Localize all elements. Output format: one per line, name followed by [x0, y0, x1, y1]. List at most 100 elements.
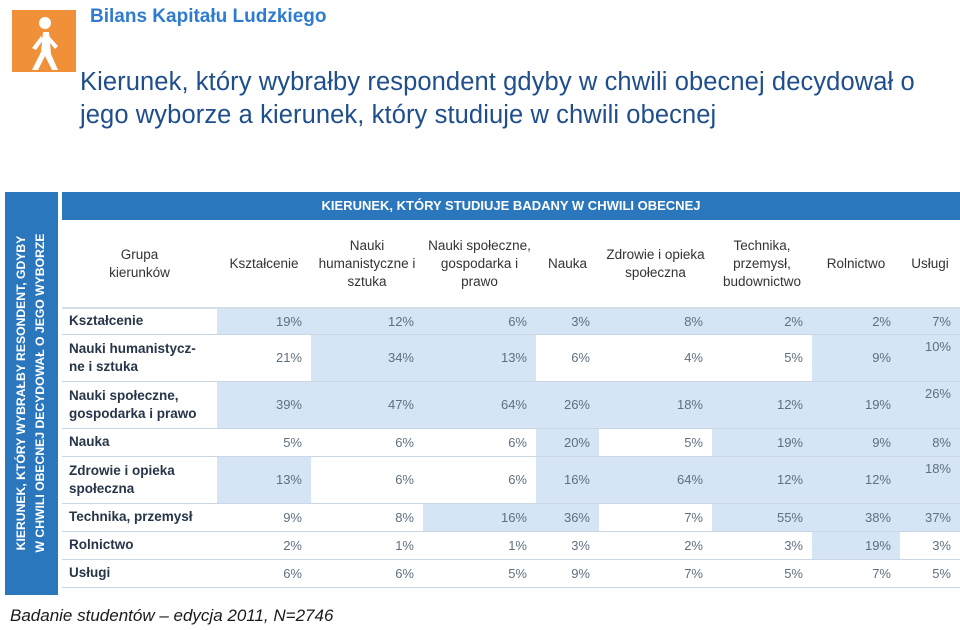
- column-header: Kształcenie: [217, 220, 311, 309]
- table-cell: 3%: [536, 308, 599, 335]
- table-cell: 8%: [599, 308, 712, 335]
- table-cell: 2%: [812, 308, 900, 335]
- table-cell: 3%: [536, 531, 599, 560]
- table-cell: 8%: [900, 428, 960, 457]
- page-title: Kierunek, który wybrałby respondent gdyb…: [80, 68, 915, 129]
- column-header: Nauka: [536, 220, 599, 309]
- cross-table: KIERUNEK, KTÓRY WYBRAŁBY RESONDENT, GDYB…: [5, 192, 960, 595]
- footer-note: Badanie studentów – edycja 2011, N=2746: [10, 606, 334, 625]
- side-header: KIERUNEK, KTÓRY WYBRAŁBY RESONDENT, GDYB…: [5, 192, 58, 595]
- table-cell: 5%: [712, 334, 812, 382]
- table-row: Technika, przemysł 9% 8% 16% 36% 7% 55% …: [62, 503, 960, 532]
- top-header-text: KIERUNEK, KTÓRY STUDIUJE BADANY W CHWILI…: [321, 198, 701, 213]
- row-label: Technika, przemysł: [62, 503, 217, 532]
- table-cell: 10%: [900, 334, 960, 382]
- column-header: Nauki humanistyczne i sztuka: [311, 220, 423, 309]
- table-cell: 13%: [217, 456, 311, 504]
- table-cell: 64%: [599, 456, 712, 504]
- table-cell: 64%: [423, 381, 536, 429]
- table-cell: 18%: [599, 381, 712, 429]
- table-cell: 1%: [423, 531, 536, 560]
- table-cell: 21%: [217, 334, 311, 382]
- table-cell: 9%: [536, 559, 599, 588]
- table-cell: 7%: [812, 559, 900, 588]
- table-row: Kształcenie 19% 12% 6% 3% 8% 2% 2% 7%: [62, 308, 960, 335]
- table-cell: 6%: [311, 428, 423, 457]
- table-cell: 55%: [712, 503, 812, 532]
- row-label: Usługi: [62, 559, 217, 588]
- table-cell: 6%: [311, 559, 423, 588]
- table-cell: 19%: [812, 531, 900, 560]
- table-cell: 19%: [712, 428, 812, 457]
- table-cell: 13%: [423, 334, 536, 382]
- table-cell: 6%: [217, 559, 311, 588]
- row-label: Kształcenie: [62, 308, 217, 335]
- table-row: Nauki społeczne, gospodarka i prawo 39% …: [62, 381, 960, 429]
- side-header-line-2: W CHWILI OBECNEJ DECYDOWAŁ O JEGO WYBORZ…: [33, 233, 47, 553]
- table-cell: 12%: [311, 308, 423, 335]
- table-cell: 12%: [712, 456, 812, 504]
- table-cell: 5%: [712, 559, 812, 588]
- table-cell: 18%: [900, 456, 960, 504]
- column-header: Nauki społeczne, gospodarka i prawo: [423, 220, 536, 309]
- corner-label: Grupa kierunków: [62, 220, 217, 309]
- table-row: Rolnictwo 2% 1% 1% 3% 2% 3% 19% 3%: [62, 531, 960, 560]
- table-cell: 5%: [423, 559, 536, 588]
- row-label: Rolnictwo: [62, 531, 217, 560]
- brand-name: Bilans Kapitału Ludzkiego: [90, 6, 327, 27]
- row-label: Zdrowie i opieka społeczna: [62, 456, 217, 504]
- table-cell: 37%: [900, 503, 960, 532]
- side-header-line-1: KIERUNEK, KTÓRY WYBRAŁBY RESONDENT, GDYB…: [14, 235, 28, 551]
- walking-person-logo-icon: [12, 10, 76, 72]
- table-row: Nauka 5% 6% 6% 20% 5% 19% 9% 8%: [62, 428, 960, 457]
- table-row: Usługi 6% 6% 5% 9% 7% 5% 7% 5%: [62, 559, 960, 588]
- table-row: Nauki humanistycz-ne i sztuka 21% 34% 13…: [62, 334, 960, 382]
- table-cell: 20%: [536, 428, 599, 457]
- table-cell: 7%: [599, 559, 712, 588]
- header-row: Grupa kierunków Kształcenie Nauki humani…: [62, 220, 960, 309]
- column-header: Rolnictwo: [812, 220, 900, 309]
- table-cell: 6%: [423, 308, 536, 335]
- column-header: Usługi: [900, 220, 960, 309]
- row-label: Nauki humanistycz-ne i sztuka: [62, 334, 217, 382]
- table-cell: 8%: [311, 503, 423, 532]
- table-cell: 19%: [812, 381, 900, 429]
- data-grid: Grupa kierunków Kształcenie Nauki humani…: [62, 220, 960, 588]
- table-cell: 5%: [217, 428, 311, 457]
- top-header: KIERUNEK, KTÓRY STUDIUJE BADANY W CHWILI…: [62, 192, 960, 220]
- table-row: Zdrowie i opieka społeczna 13% 6% 6% 16%…: [62, 456, 960, 504]
- table-cell: 4%: [599, 334, 712, 382]
- table-cell: 12%: [712, 381, 812, 429]
- table-cell: 26%: [900, 381, 960, 429]
- table-cell: 5%: [599, 428, 712, 457]
- table-cell: 38%: [812, 503, 900, 532]
- table-cell: 12%: [812, 456, 900, 504]
- row-label: Nauki społeczne, gospodarka i prawo: [62, 381, 217, 429]
- table-cell: 7%: [900, 308, 960, 335]
- table-cell: 6%: [311, 456, 423, 504]
- table-cell: 36%: [536, 503, 599, 532]
- table-cell: 9%: [812, 334, 900, 382]
- table-cell: 9%: [812, 428, 900, 457]
- table-cell: 39%: [217, 381, 311, 429]
- table-cell: 47%: [311, 381, 423, 429]
- side-header-text: KIERUNEK, KTÓRY WYBRAŁBY RESONDENT, GDYB…: [12, 234, 50, 553]
- table-cell: 6%: [423, 428, 536, 457]
- table-cell: 16%: [423, 503, 536, 532]
- table-cell: 6%: [536, 334, 599, 382]
- table-cell: 2%: [712, 308, 812, 335]
- table-cell: 19%: [217, 308, 311, 335]
- table-cell: 34%: [311, 334, 423, 382]
- table-cell: 9%: [217, 503, 311, 532]
- table-cell: 16%: [536, 456, 599, 504]
- table-cell: 2%: [599, 531, 712, 560]
- row-label: Nauka: [62, 428, 217, 457]
- column-header: Zdrowie i opieka społeczna: [599, 220, 712, 309]
- table-cell: 2%: [217, 531, 311, 560]
- table-cell: 7%: [599, 503, 712, 532]
- table-cell: 3%: [712, 531, 812, 560]
- table-cell: 1%: [311, 531, 423, 560]
- table-cell: 6%: [423, 456, 536, 504]
- column-header: Technika, przemysł, budownictwo: [712, 220, 812, 309]
- table-cell: 26%: [536, 381, 599, 429]
